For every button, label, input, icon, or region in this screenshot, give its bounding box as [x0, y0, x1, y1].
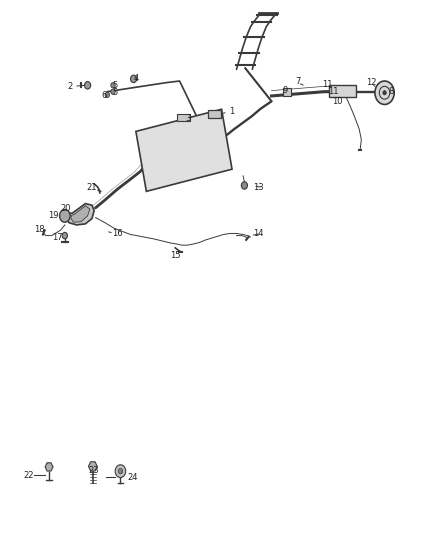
Bar: [328, 85, 356, 97]
Text: 9: 9: [282, 86, 287, 95]
Text: 17: 17: [53, 233, 63, 241]
Text: 1: 1: [230, 108, 235, 116]
Text: 18: 18: [34, 225, 45, 233]
Polygon shape: [136, 109, 232, 191]
Circle shape: [62, 232, 67, 239]
Text: 10: 10: [332, 97, 343, 106]
Circle shape: [60, 209, 70, 222]
Circle shape: [105, 92, 110, 98]
Text: 12: 12: [366, 78, 377, 87]
Circle shape: [85, 82, 91, 89]
Circle shape: [383, 91, 386, 95]
Text: 8: 8: [388, 87, 393, 96]
Text: 22: 22: [23, 471, 34, 480]
Text: 16: 16: [112, 229, 123, 238]
Text: 3: 3: [186, 114, 191, 123]
Text: 5: 5: [112, 81, 117, 90]
Text: 24: 24: [127, 473, 138, 481]
Text: 15: 15: [170, 252, 180, 260]
Text: 13: 13: [253, 183, 264, 192]
Circle shape: [111, 83, 115, 88]
Text: 6: 6: [102, 92, 107, 100]
Text: 11: 11: [322, 80, 333, 88]
Text: 23: 23: [89, 466, 99, 474]
Bar: [208, 110, 221, 118]
Bar: [283, 88, 291, 96]
Circle shape: [241, 182, 247, 189]
Circle shape: [118, 469, 123, 474]
Text: 19: 19: [48, 212, 59, 220]
Circle shape: [131, 75, 137, 83]
Text: 5: 5: [112, 88, 117, 97]
Text: 14: 14: [253, 229, 264, 238]
Polygon shape: [65, 204, 94, 225]
Text: 7: 7: [295, 77, 300, 85]
Circle shape: [111, 89, 115, 94]
Circle shape: [375, 81, 394, 104]
Text: 4: 4: [133, 75, 138, 83]
Text: 11: 11: [328, 87, 339, 96]
Polygon shape: [71, 206, 90, 222]
Circle shape: [115, 465, 126, 478]
Text: 21: 21: [87, 183, 97, 192]
Bar: [177, 114, 190, 121]
Text: 2: 2: [67, 82, 73, 91]
Text: 20: 20: [60, 205, 71, 213]
